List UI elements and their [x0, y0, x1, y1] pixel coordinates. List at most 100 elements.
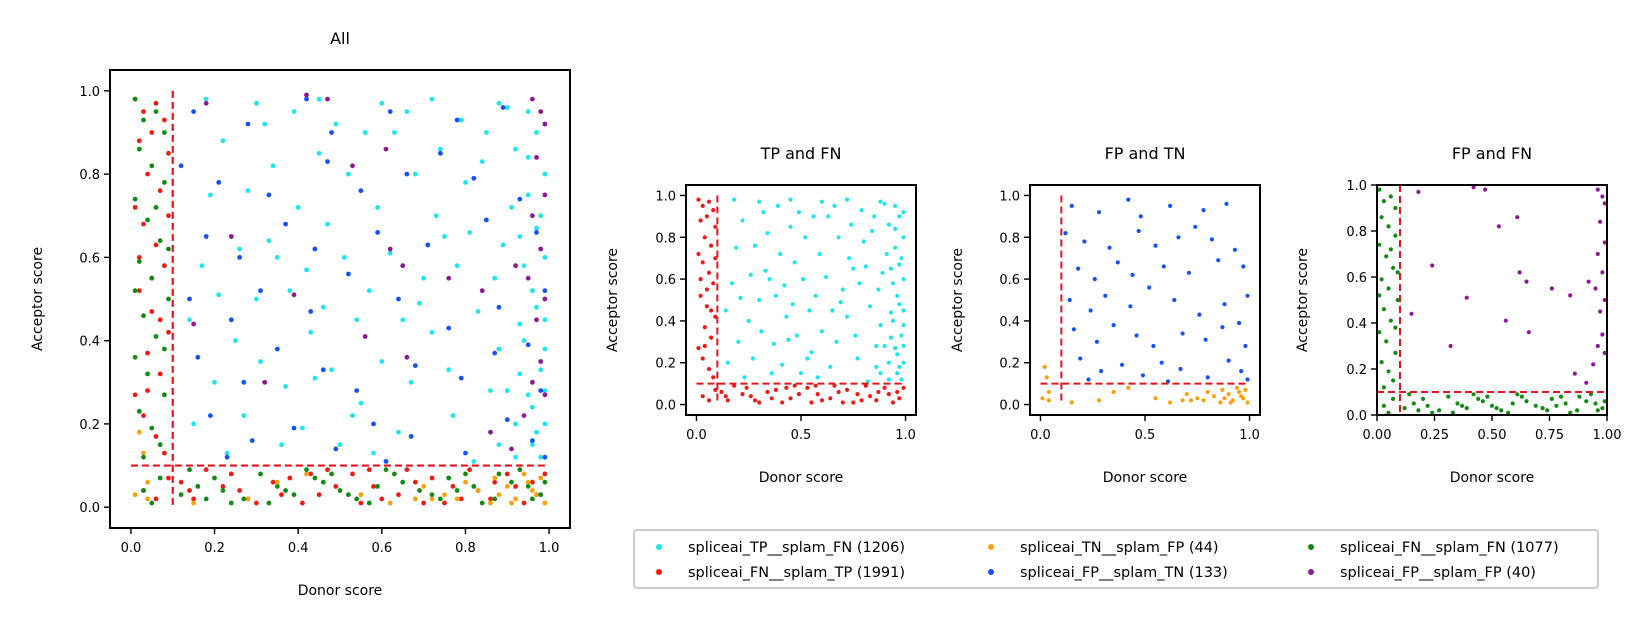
point-tp-fn	[237, 246, 243, 252]
panel-fp-fn: FP and FN 0.00 0.25 0.50 0.75 1.000.00.20.40…	[1295, 144, 1621, 486]
point-fn-fn	[509, 479, 514, 485]
point-fn-fn	[283, 488, 288, 493]
point-fn-tp	[711, 281, 716, 286]
point-fp-tn	[425, 242, 431, 248]
point-fn-tp	[844, 387, 850, 392]
point-fn-fn	[1460, 403, 1465, 408]
point-tp-fn	[504, 105, 510, 110]
point-tp-fn	[266, 238, 272, 244]
point-tn-fp	[534, 492, 539, 498]
point-tn-fp	[412, 496, 418, 502]
point-fn-fn	[1425, 403, 1430, 408]
point-fn-fn	[392, 471, 397, 477]
point-fn-fn	[1600, 406, 1605, 411]
point-tp-fn	[865, 379, 871, 384]
point-fp-fp	[1602, 297, 1607, 303]
point-tn-fp	[1188, 398, 1194, 403]
legend-marker-tp-fn	[656, 544, 662, 550]
point-fn-tp	[788, 396, 793, 401]
point-tp-fn	[790, 302, 795, 307]
point-fn-tp	[136, 288, 142, 294]
x-tick-label: 0.2	[204, 541, 225, 556]
point-tp-fn	[886, 222, 891, 227]
point-tp-fn	[784, 314, 789, 319]
point-tp-fn	[765, 231, 770, 236]
point-fp-tn	[203, 234, 209, 239]
point-tp-fn	[872, 214, 877, 219]
x-axis-label: Donor score	[298, 583, 383, 599]
point-tp-fn	[325, 221, 330, 227]
point-fn-fn	[136, 146, 142, 152]
point-fn-fn	[1563, 401, 1568, 406]
point-fn-fn	[1391, 265, 1396, 270]
point-fn-fn	[304, 467, 309, 473]
point-fp-fp	[530, 379, 535, 385]
point-tp-fn	[216, 292, 222, 298]
point-fn-tp	[350, 471, 355, 477]
point-fp-tn	[496, 304, 502, 310]
point-fp-tn	[542, 288, 548, 294]
point-fp-fp	[350, 163, 355, 169]
point-fn-tp	[166, 150, 171, 156]
point-tp-fn	[442, 234, 447, 239]
point-tp-fn	[773, 293, 779, 298]
y-tick-label: 0.4	[1346, 317, 1367, 332]
point-fp-tn	[1128, 304, 1133, 309]
point-tp-fn	[203, 96, 209, 102]
point-tp-fn	[295, 205, 301, 210]
point-fn-tp	[287, 475, 293, 481]
point-fp-tn	[187, 296, 192, 302]
point-fn-fn	[1588, 392, 1593, 397]
legend-marker-tn-fp	[988, 544, 994, 550]
point-fn-tp	[521, 500, 527, 506]
point-fn-fn	[496, 471, 502, 477]
point-fn-fn	[291, 492, 297, 498]
point-fn-fn	[517, 467, 523, 473]
point-fn-fn	[1584, 399, 1589, 404]
point-tp-fn	[836, 235, 841, 240]
point-fp-tn	[312, 246, 318, 252]
point-tp-fn	[794, 333, 799, 338]
point-fn-tp	[442, 500, 447, 506]
point-tn-fp	[1222, 396, 1227, 401]
point-fp-tn	[1111, 323, 1116, 328]
point-tp-fn	[897, 214, 902, 219]
point-fn-tp	[404, 467, 410, 473]
point-fn-tp	[901, 385, 906, 390]
point-fn-fn	[1388, 194, 1393, 199]
point-fn-tp	[836, 389, 841, 395]
point-tp-fn	[723, 308, 728, 313]
point-tp-fn	[746, 318, 751, 323]
point-fn-tp	[504, 471, 510, 477]
point-tp-fn	[775, 203, 781, 208]
point-tn-fp	[1205, 389, 1210, 395]
point-fp-tn	[1067, 297, 1072, 303]
point-tn-fp	[1226, 392, 1231, 397]
point-tp-fn	[254, 296, 259, 302]
point-fn-tp	[725, 398, 730, 403]
point-fp-fp	[509, 446, 514, 452]
point-fp-tn	[1197, 312, 1202, 317]
point-fn-tp	[765, 389, 770, 395]
x-axis-label: Donor score	[1103, 470, 1188, 486]
point-fn-tp	[157, 188, 163, 194]
point-tn-fp	[304, 471, 309, 477]
point-fn-fn	[1430, 410, 1435, 415]
point-tp-fn	[475, 309, 481, 314]
point-tp-fn	[888, 335, 894, 340]
point-tp-fn	[738, 295, 743, 300]
point-fp-tn	[208, 413, 213, 418]
point-fn-fn	[1395, 297, 1400, 303]
point-fp-fp	[530, 213, 535, 219]
point-fn-fn	[1489, 403, 1495, 408]
point-fn-fn	[463, 471, 468, 477]
point-fp-fp	[1595, 343, 1600, 349]
point-tp-fn	[279, 442, 284, 448]
point-tn-fp	[1211, 394, 1217, 399]
point-fp-tn	[375, 230, 380, 235]
point-fn-tp	[141, 109, 146, 114]
point-fn-fn	[1391, 396, 1396, 401]
point-fn-fn	[162, 392, 167, 398]
point-tp-fn	[396, 429, 401, 435]
point-fn-tp	[149, 130, 155, 135]
